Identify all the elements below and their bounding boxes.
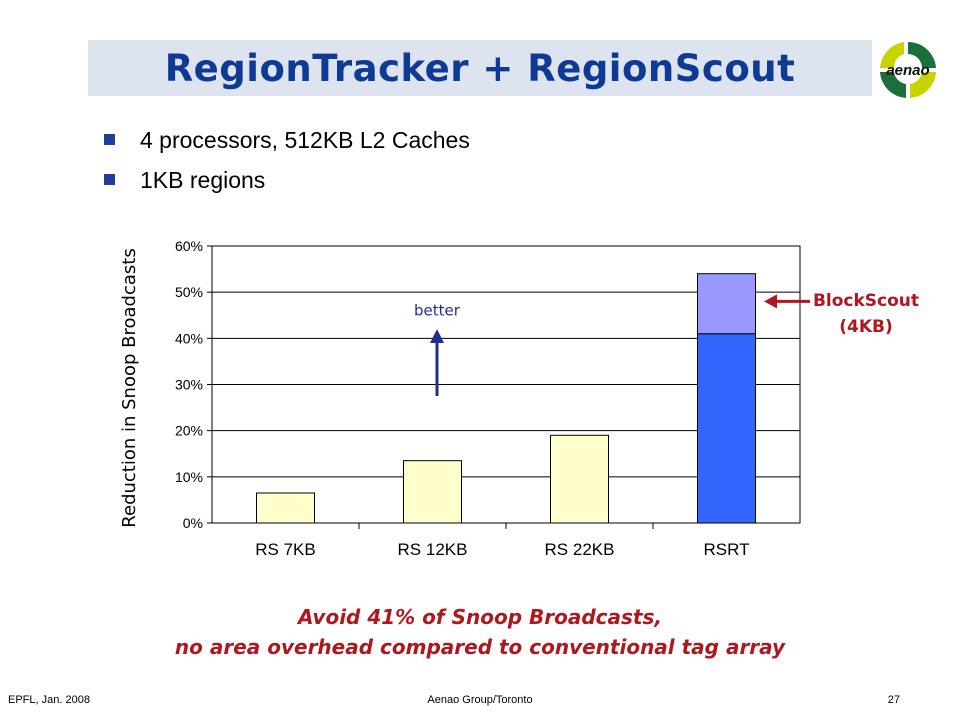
y-tick-label: 10% [175, 469, 203, 485]
slide-title: RegionTracker + RegionScout [164, 47, 796, 90]
aenao-logo: aenao [880, 41, 936, 98]
x-tick-label: RS 22KB [545, 540, 615, 559]
bar [697, 333, 756, 524]
bullet-square-icon [104, 134, 115, 145]
takeaway-text: Avoid 41% of Snoop Broadcasts, no area o… [174, 605, 786, 659]
better-arrow-icon [430, 329, 444, 343]
x-tick-label: RSRT [704, 540, 750, 559]
x-tick-label: RS 12KB [398, 540, 468, 559]
bar [403, 460, 462, 524]
footer-left: EPFL, Jan. 2008 [8, 694, 90, 706]
bullet-item: 1KB regions [104, 162, 470, 202]
svg-text:aenao: aenao [886, 62, 929, 79]
y-tick-label: 0% [183, 515, 203, 531]
y-tick-label: 50% [175, 284, 203, 300]
bar [550, 434, 609, 524]
title-banner [88, 40, 872, 96]
y-tick-label: 20% [175, 423, 203, 439]
y-tick-label: 40% [175, 330, 203, 346]
better-label: better [414, 301, 461, 319]
bar [256, 492, 315, 524]
bullet-list: 4 processors, 512KB L2 Caches 1KB region… [104, 122, 470, 202]
blockscout-callout: BlockScout (4KB) [812, 291, 920, 337]
y-axis-label: Reduction in Snoop Broadcasts [119, 248, 140, 528]
callout-arrow-icon [764, 294, 777, 309]
x-tick-label: RS 7KB [255, 540, 315, 559]
bar-stack-top [697, 273, 756, 335]
y-tick-label: 30% [175, 377, 203, 393]
footer-center: Aenao Group/Toronto [427, 694, 533, 706]
bar-chart: 0% 10% 20% 30% 40% 50% 60% RS 7KB RS 12KB RS 22KB… [175, 238, 810, 559]
footer-page-number: 27 [887, 694, 900, 706]
y-tick-label: 60% [175, 238, 203, 254]
bullet-square-icon [104, 174, 115, 185]
bullet-item: 4 processors, 512KB L2 Caches [104, 122, 470, 162]
